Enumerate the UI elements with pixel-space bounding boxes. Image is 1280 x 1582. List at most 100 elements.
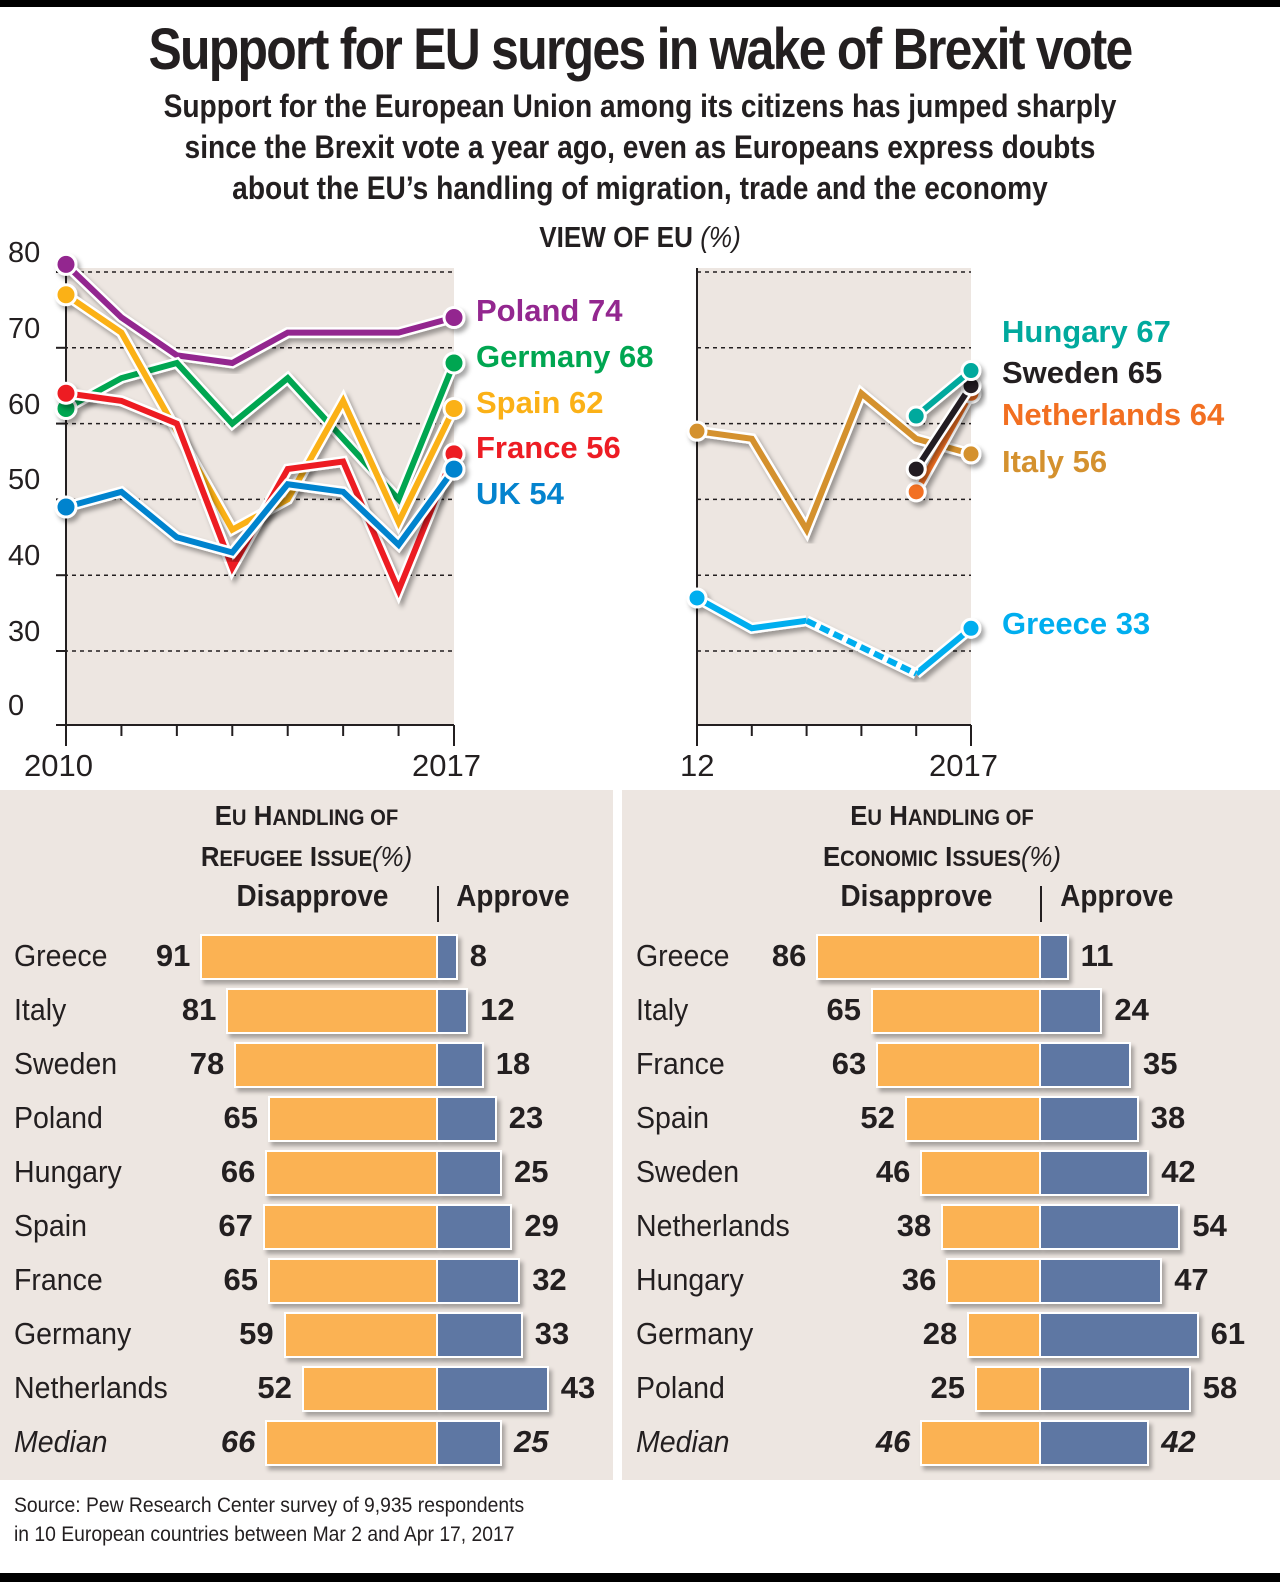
subtitle-line: Support for the European Union among its… — [163, 88, 1117, 124]
economic-country-label: Greece — [636, 938, 730, 973]
economic-disapprove-value: 46 — [875, 1424, 911, 1459]
series-hungary — [905, 360, 982, 427]
refugee-disapprove-value: 78 — [189, 1046, 225, 1081]
economic-approve-bar — [1040, 1150, 1150, 1196]
economic-disapprove-value: 65 — [826, 992, 861, 1027]
series-label-italy: Italy 56 — [1002, 444, 1108, 479]
series-endpoint — [54, 381, 78, 405]
economic-disapprove-bar — [871, 988, 1040, 1034]
refugee-approve-bar — [437, 1096, 497, 1142]
economic-disapprove-bar — [975, 1366, 1040, 1412]
economic-country-label: Germany — [636, 1316, 754, 1351]
source-line: Source: Pew Research Center survey of 9,… — [14, 1494, 525, 1517]
refugee-disapprove-bar — [268, 1258, 437, 1304]
refugee-approve-value: 33 — [534, 1316, 570, 1351]
left-y-tick-label: 40 — [8, 540, 41, 573]
series-label-netherlands: Netherlands 64 — [1002, 397, 1225, 432]
series-endpoint — [960, 360, 982, 382]
refugee-country-label: Poland — [14, 1100, 103, 1135]
source-line: in 10 European countries between Mar 2 a… — [14, 1523, 515, 1546]
series-label-poland: Poland 74 — [476, 293, 623, 328]
refugee-approve-value: 23 — [508, 1100, 544, 1135]
refugee-title-line2: REFUGEE ISSUE(%) — [200, 841, 413, 872]
series-label-greece: Greece 33 — [1002, 606, 1151, 641]
left-y-tick-label: 60 — [8, 388, 41, 421]
refugee-country-label: Netherlands — [14, 1370, 168, 1405]
series-line — [65, 467, 457, 556]
economic-country-label: France — [636, 1046, 725, 1081]
refugee-disapprove-value: 91 — [155, 938, 191, 973]
economic-approve-value: 61 — [1210, 1316, 1246, 1351]
view-of-eu-chart — [54, 252, 982, 746]
refugee-disapprove-value: 67 — [218, 1208, 253, 1243]
economic-disapprove-value: 46 — [875, 1154, 911, 1189]
economic-disapprove-value: 25 — [930, 1370, 965, 1405]
series-greece — [686, 587, 982, 679]
refugee-approve-value: 32 — [532, 1262, 567, 1297]
economic-approve-value: 35 — [1143, 1046, 1178, 1081]
refugee-country-label: Germany — [14, 1316, 132, 1351]
refugee-disapprove-value: 66 — [220, 1154, 256, 1189]
economic-approve-header: Approve — [1060, 878, 1174, 913]
refugee-disapprove-value: 81 — [181, 992, 217, 1027]
series-endpoint — [54, 495, 78, 519]
series-endpoint — [442, 305, 466, 329]
economic-disapprove-value: 52 — [860, 1100, 895, 1135]
economic-country-label: Sweden — [636, 1154, 740, 1189]
economic-country-label: Poland — [636, 1370, 725, 1405]
economic-disapprove-bar — [920, 1150, 1040, 1196]
series-sweden — [905, 375, 982, 480]
refugee-disapprove-value: 65 — [223, 1262, 258, 1297]
economic-approve-value: 47 — [1174, 1262, 1209, 1297]
refugee-disapprove-bar — [234, 1042, 437, 1088]
left-y-tick-label: 70 — [8, 312, 41, 345]
series-line — [695, 595, 808, 632]
refugee-country-label: France — [14, 1262, 103, 1297]
top-rule — [0, 0, 1280, 7]
refugee-country-label: Spain — [14, 1208, 87, 1243]
economic-title-unit: (%) — [1020, 841, 1062, 872]
series-line — [913, 391, 974, 494]
series-line — [914, 625, 973, 677]
refugee-title-unit: (%) — [372, 841, 413, 872]
bottom-rule — [0, 1573, 1280, 1582]
refugee-country-label: Hungary — [14, 1154, 122, 1189]
series-uk — [54, 457, 466, 559]
economic-title-line1: EU HANDLING OF — [850, 800, 1034, 831]
left-line-plot — [54, 252, 466, 746]
refugee-disapprove-header: Disapprove — [236, 878, 389, 913]
subtitle-line: about the EU’s handling of migration, tr… — [232, 170, 1048, 206]
series-endpoint — [686, 420, 708, 442]
economic-approve-bar — [1040, 1366, 1191, 1412]
subtitle-line: since the Brexit vote a year ago, even a… — [184, 129, 1096, 165]
economic-disapprove-value: 86 — [771, 938, 807, 973]
series-endpoint — [960, 617, 982, 639]
economic-approve-bar — [1040, 988, 1103, 1034]
refugee-disapprove-bar — [226, 988, 437, 1034]
series-label-france: France 56 — [476, 430, 621, 465]
refugee-panel-title: EU HANDLING OF REFUGEE ISSUE(%) — [25, 796, 589, 878]
economic-country-label: Spain — [636, 1100, 709, 1135]
series-label-germany: Germany 68 — [476, 339, 654, 374]
series-label-uk: UK 54 — [476, 476, 564, 511]
series-label-spain: Spain 62 — [476, 385, 604, 420]
refugee-disapprove-bar — [265, 1150, 437, 1196]
series-endpoint — [905, 458, 927, 480]
left-y-tick-label: 50 — [8, 464, 41, 497]
refugee-disapprove-bar — [283, 1312, 437, 1358]
source-note: Source: Pew Research Center survey of 9,… — [14, 1491, 524, 1549]
series-line — [696, 388, 972, 537]
economic-header-divider — [1040, 886, 1042, 922]
economic-approve-bar — [1040, 1420, 1150, 1466]
refugee-approve-bar — [437, 988, 469, 1034]
economic-disapprove-value: 36 — [901, 1262, 937, 1297]
series-line — [63, 262, 455, 367]
right-x-tick-label: 12 — [680, 748, 715, 783]
refugee-approve-value: 25 — [514, 1424, 549, 1459]
economic-disapprove-bar — [920, 1420, 1040, 1466]
economic-approve-bar — [1040, 1258, 1163, 1304]
right-line-plot — [686, 268, 982, 746]
refugee-disapprove-bar — [265, 1420, 437, 1466]
economic-disapprove-bar — [946, 1258, 1040, 1304]
economic-approve-value: 42 — [1161, 1154, 1196, 1189]
